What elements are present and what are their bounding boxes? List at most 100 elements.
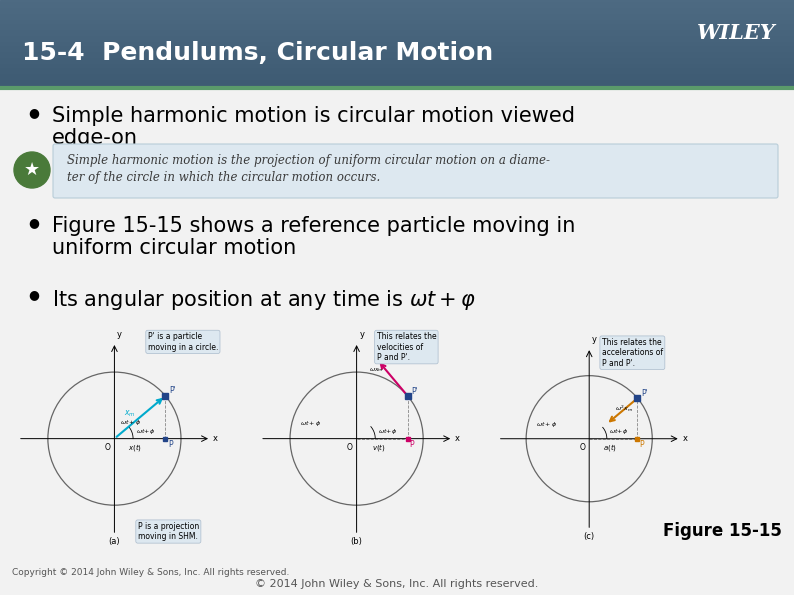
Text: x: x bbox=[213, 434, 218, 443]
Text: $x_m$: $x_m$ bbox=[124, 408, 136, 419]
Bar bbox=[0, 3, 794, 4]
Text: $\omega t\!+\!\phi$: $\omega t\!+\!\phi$ bbox=[378, 427, 397, 436]
Text: O: O bbox=[347, 443, 353, 452]
Bar bbox=[0, 63, 794, 64]
Text: y: y bbox=[117, 330, 122, 339]
Text: (b): (b) bbox=[351, 537, 363, 546]
Circle shape bbox=[14, 152, 50, 188]
Text: $\omega x_m$: $\omega x_m$ bbox=[369, 367, 384, 374]
Text: $\omega t\!+\!\phi$: $\omega t\!+\!\phi$ bbox=[136, 427, 155, 436]
Bar bbox=[0, 35, 794, 37]
Bar bbox=[0, 54, 794, 56]
Text: This relates the
velocities of
P and P'.: This relates the velocities of P and P'. bbox=[376, 332, 436, 362]
Bar bbox=[0, 13, 794, 15]
Bar bbox=[0, 38, 794, 40]
Bar bbox=[0, 6, 794, 7]
Text: x: x bbox=[455, 434, 460, 443]
Text: (c): (c) bbox=[584, 532, 595, 541]
Bar bbox=[0, 16, 794, 18]
Bar bbox=[0, 70, 794, 72]
Bar bbox=[0, 47, 794, 48]
Text: $\omega t\!+\!\phi$: $\omega t\!+\!\phi$ bbox=[609, 427, 629, 436]
Bar bbox=[0, 59, 794, 60]
Text: Copyright © 2014 John Wiley & Sons, Inc. All rights reserved.: Copyright © 2014 John Wiley & Sons, Inc.… bbox=[12, 568, 289, 577]
Bar bbox=[0, 64, 794, 66]
Text: Simple harmonic motion is the projection of uniform circular motion on a diame-
: Simple harmonic motion is the projection… bbox=[67, 154, 550, 184]
Bar bbox=[0, 37, 794, 38]
Bar bbox=[0, 45, 794, 47]
Bar bbox=[0, 73, 794, 75]
Text: $\omega t+\phi$: $\omega t+\phi$ bbox=[536, 420, 557, 429]
Bar bbox=[0, 12, 794, 13]
Text: O: O bbox=[580, 443, 585, 452]
Bar bbox=[0, 32, 794, 34]
Bar bbox=[0, 67, 794, 69]
Bar bbox=[0, 60, 794, 62]
Bar bbox=[0, 86, 794, 88]
Bar bbox=[0, 19, 794, 21]
Bar bbox=[0, 34, 794, 35]
Bar bbox=[0, 44, 794, 45]
Bar bbox=[0, 85, 794, 86]
Bar bbox=[0, 57, 794, 59]
Bar bbox=[0, 50, 794, 51]
Text: ●: ● bbox=[28, 106, 39, 119]
Bar bbox=[0, 42, 794, 44]
Bar bbox=[0, 41, 794, 42]
Bar bbox=[0, 48, 794, 50]
Bar bbox=[0, 1, 794, 3]
Bar bbox=[0, 18, 794, 19]
Bar bbox=[0, 66, 794, 67]
Bar bbox=[0, 0, 794, 1]
Text: $\vec{v}$: $\vec{v}$ bbox=[380, 346, 388, 359]
Bar bbox=[0, 81, 794, 82]
Bar bbox=[0, 15, 794, 16]
Text: edge-on: edge-on bbox=[52, 128, 138, 148]
Text: $a(t)$: $a(t)$ bbox=[603, 442, 618, 453]
Text: Figure 15-15: Figure 15-15 bbox=[663, 522, 782, 540]
Bar bbox=[0, 40, 794, 41]
Bar bbox=[0, 82, 794, 84]
Bar bbox=[0, 72, 794, 73]
Bar bbox=[0, 69, 794, 70]
Text: y: y bbox=[592, 335, 597, 344]
Text: P': P' bbox=[411, 387, 418, 396]
Bar bbox=[0, 51, 794, 53]
Text: x: x bbox=[683, 434, 688, 443]
Text: Figure 15-15 shows a reference particle moving in: Figure 15-15 shows a reference particle … bbox=[52, 216, 576, 236]
Text: O: O bbox=[105, 443, 110, 452]
Bar bbox=[0, 31, 794, 32]
Text: uniform circular motion: uniform circular motion bbox=[52, 238, 296, 258]
Text: ★: ★ bbox=[24, 161, 40, 179]
Bar bbox=[0, 28, 794, 29]
Text: (a): (a) bbox=[109, 537, 120, 546]
Bar bbox=[0, 53, 794, 54]
Text: This relates the
accelerations of
P and P'.: This relates the accelerations of P and … bbox=[602, 338, 663, 368]
Text: WILEY: WILEY bbox=[697, 23, 776, 43]
Text: P': P' bbox=[169, 386, 176, 395]
Text: P: P bbox=[168, 440, 173, 449]
Text: $\omega t+\phi$: $\omega t+\phi$ bbox=[300, 419, 322, 428]
Text: 15-4  Pendulums, Circular Motion: 15-4 Pendulums, Circular Motion bbox=[22, 41, 493, 65]
Bar bbox=[0, 26, 794, 28]
Bar bbox=[0, 79, 794, 81]
Bar bbox=[0, 84, 794, 85]
Text: P is a projection
moving in SHM.: P is a projection moving in SHM. bbox=[137, 522, 199, 541]
Bar bbox=[0, 4, 794, 6]
Bar bbox=[0, 23, 794, 25]
Bar bbox=[0, 25, 794, 26]
Text: P' is a particle
moving in a circle.: P' is a particle moving in a circle. bbox=[148, 332, 218, 352]
Text: Its angular position at any time is $\omega t + \varphi$: Its angular position at any time is $\om… bbox=[52, 288, 476, 312]
Bar bbox=[0, 76, 794, 78]
FancyBboxPatch shape bbox=[53, 144, 778, 198]
Text: P: P bbox=[409, 440, 414, 449]
Text: y: y bbox=[359, 330, 364, 339]
Bar bbox=[0, 75, 794, 76]
Text: P: P bbox=[638, 440, 643, 449]
Text: Simple harmonic motion is circular motion viewed: Simple harmonic motion is circular motio… bbox=[52, 106, 575, 126]
Bar bbox=[0, 21, 794, 22]
Text: $\omega^2 x_m$: $\omega^2 x_m$ bbox=[615, 404, 633, 414]
Text: $\omega t+\phi$: $\omega t+\phi$ bbox=[120, 418, 141, 427]
Bar bbox=[0, 9, 794, 10]
Text: ●: ● bbox=[28, 288, 39, 301]
